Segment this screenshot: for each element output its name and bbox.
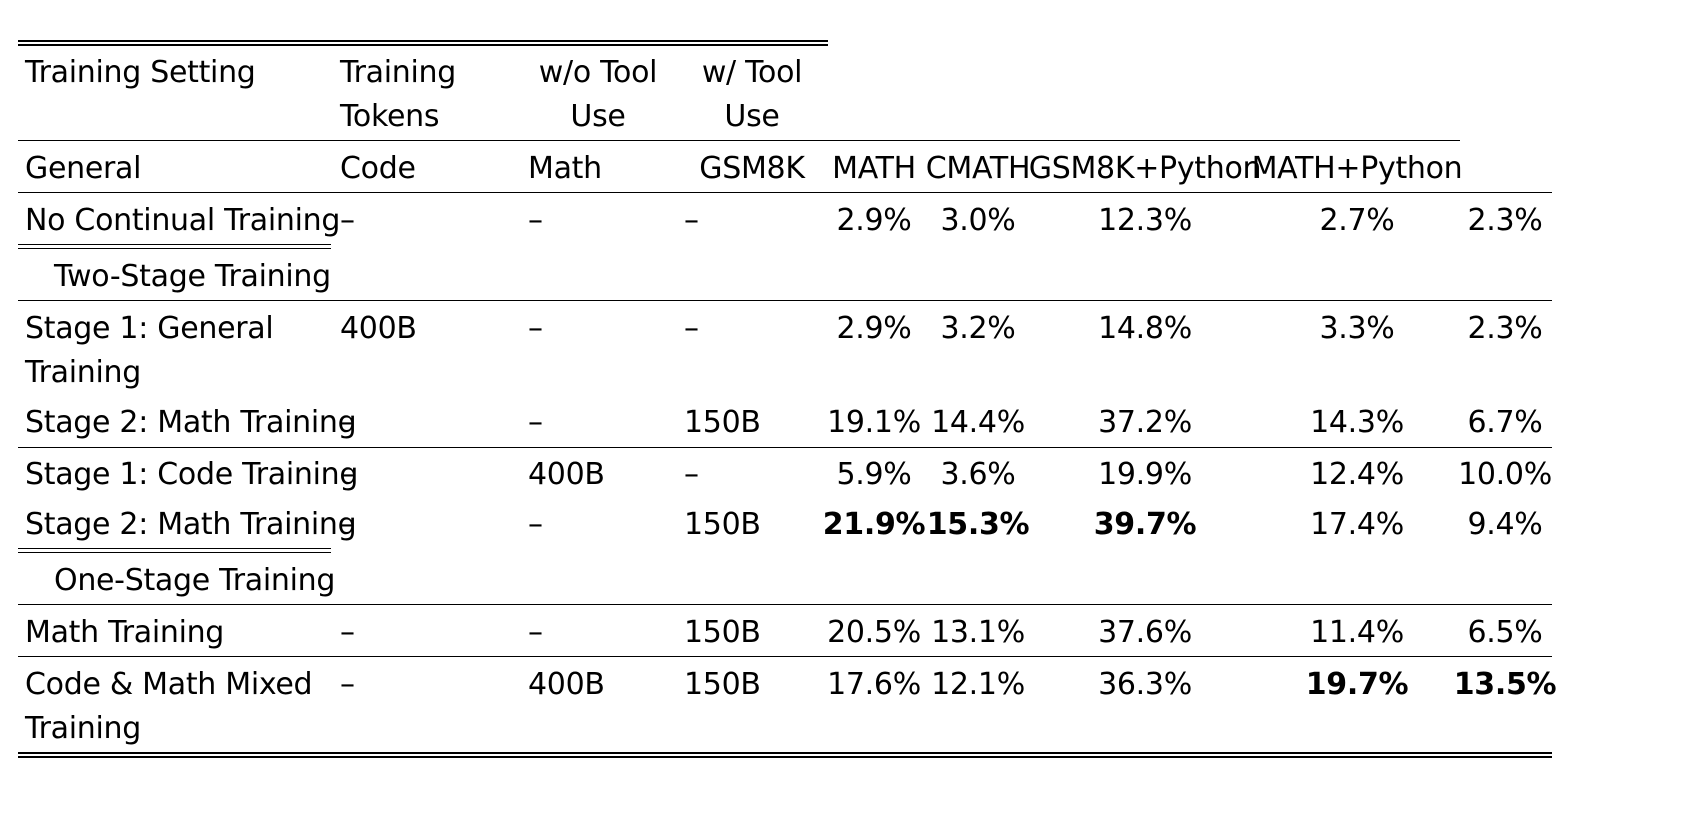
- header-w-tool-use: Use: [724, 99, 780, 134]
- header-wo-tool-use: w/o Tool: [538, 55, 658, 90]
- cell-gsm8k: 2.9%: [836, 311, 912, 346]
- cell-general: –: [340, 405, 355, 440]
- cell-general: –: [340, 507, 355, 542]
- row-setting: Code & Math Mixed: [25, 667, 313, 702]
- cell-code: –: [528, 615, 543, 650]
- header-math: Math: [528, 151, 602, 186]
- cell-gsm8k: 5.9%: [836, 457, 912, 492]
- header-gsm8k-python: GSM8K+Python: [1028, 151, 1262, 186]
- header-training-tokens: Training: [340, 55, 456, 90]
- top-rule: [18, 40, 828, 42]
- cell-math-bench: 14.4%: [931, 405, 1025, 440]
- cell-gsm8k-best: 21.9%: [822, 507, 926, 542]
- cell-math-python: 9.4%: [1467, 507, 1543, 542]
- cell-math-bench: 3.6%: [940, 457, 1016, 492]
- cell-math: 150B: [684, 405, 761, 440]
- header-gsm8k: GSM8K: [699, 151, 805, 186]
- section-rule: [18, 548, 331, 549]
- section-two-stage: Two-Stage Training: [54, 259, 331, 294]
- cell-math: 150B: [684, 507, 761, 542]
- row-setting: Math Training: [25, 615, 225, 650]
- header-wo-tool-use: Use: [570, 99, 626, 134]
- bottom-rule: [18, 756, 1552, 758]
- section-rule: [18, 244, 331, 245]
- group-rule: [18, 447, 1552, 448]
- cell-math-bench: 3.0%: [940, 203, 1016, 238]
- cell-math-python: 2.3%: [1467, 203, 1543, 238]
- cell-math-python: 10.0%: [1458, 457, 1552, 492]
- header-math-bench: MATH: [832, 151, 916, 186]
- cell-gsm8k-python-best: 19.7%: [1305, 667, 1409, 702]
- header-cmath: CMATH: [925, 151, 1031, 186]
- cell-gsm8k-python: 17.4%: [1310, 507, 1404, 542]
- cell-general: –: [340, 667, 355, 702]
- header-general: General: [25, 151, 142, 186]
- row-setting: No Continual Training: [25, 203, 341, 238]
- cell-general: 400B: [340, 311, 417, 346]
- cell-math: 150B: [684, 615, 761, 650]
- cell-math-python-best: 13.5%: [1453, 667, 1557, 702]
- cell-cmath: 12.3%: [1098, 203, 1192, 238]
- row-setting: Stage 2: Math Training: [25, 405, 357, 440]
- cell-code: 400B: [528, 667, 605, 702]
- header-training-tokens: Tokens: [340, 99, 440, 134]
- cell-math-python: 2.3%: [1467, 311, 1543, 346]
- cell-code: –: [528, 507, 543, 542]
- cell-math: –: [684, 311, 699, 346]
- row-setting: Training: [25, 711, 141, 746]
- cell-math-python: 6.7%: [1467, 405, 1543, 440]
- row-setting: Stage 2: Math Training: [25, 507, 357, 542]
- cell-math-bench-best: 15.3%: [926, 507, 1030, 542]
- cell-general: –: [340, 203, 355, 238]
- cell-general: –: [340, 615, 355, 650]
- cell-cmath: 36.3%: [1098, 667, 1192, 702]
- cell-code: –: [528, 311, 543, 346]
- top-rule: [18, 44, 828, 46]
- cell-gsm8k-python: 12.4%: [1310, 457, 1404, 492]
- header-rule: [18, 192, 1552, 193]
- section-rule: [18, 604, 1552, 605]
- cell-cmath: 37.6%: [1098, 615, 1192, 650]
- cell-gsm8k-python: 14.3%: [1310, 405, 1404, 440]
- cell-gsm8k-python: 2.7%: [1319, 203, 1395, 238]
- cell-math-bench: 3.2%: [940, 311, 1016, 346]
- cell-code: –: [528, 405, 543, 440]
- cell-math: –: [684, 457, 699, 492]
- section-one-stage: One-Stage Training: [54, 563, 336, 598]
- cell-code: –: [528, 203, 543, 238]
- header-rule: [18, 140, 1460, 141]
- section-rule: [18, 248, 331, 249]
- group-rule: [18, 656, 1552, 657]
- cell-gsm8k: 20.5%: [827, 615, 921, 650]
- cell-cmath: 37.2%: [1098, 405, 1192, 440]
- header-math-python: MATH+Python: [1251, 151, 1463, 186]
- header-code: Code: [340, 151, 416, 186]
- cell-code: 400B: [528, 457, 605, 492]
- row-setting: Stage 1: General: [25, 311, 274, 346]
- cell-cmath: 19.9%: [1098, 457, 1192, 492]
- header-w-tool-use: w/ Tool: [701, 55, 803, 90]
- cell-math: 150B: [684, 667, 761, 702]
- cell-cmath: 14.8%: [1098, 311, 1192, 346]
- cell-math-python: 6.5%: [1467, 615, 1543, 650]
- bottom-rule: [18, 752, 1552, 754]
- cell-gsm8k: 19.1%: [827, 405, 921, 440]
- header-training-setting: Training Setting: [25, 55, 256, 90]
- section-rule: [18, 300, 1552, 301]
- cell-general: –: [340, 457, 355, 492]
- cell-cmath-best: 39.7%: [1093, 507, 1197, 542]
- cell-gsm8k: 2.9%: [836, 203, 912, 238]
- row-setting: Training: [25, 355, 141, 390]
- cell-math: –: [684, 203, 699, 238]
- section-rule: [18, 552, 331, 553]
- cell-gsm8k: 17.6%: [827, 667, 921, 702]
- cell-math-bench: 12.1%: [931, 667, 1025, 702]
- cell-math-bench: 13.1%: [931, 615, 1025, 650]
- row-setting: Stage 1: Code Training: [25, 457, 359, 492]
- cell-gsm8k-python: 11.4%: [1310, 615, 1404, 650]
- cell-gsm8k-python: 3.3%: [1319, 311, 1395, 346]
